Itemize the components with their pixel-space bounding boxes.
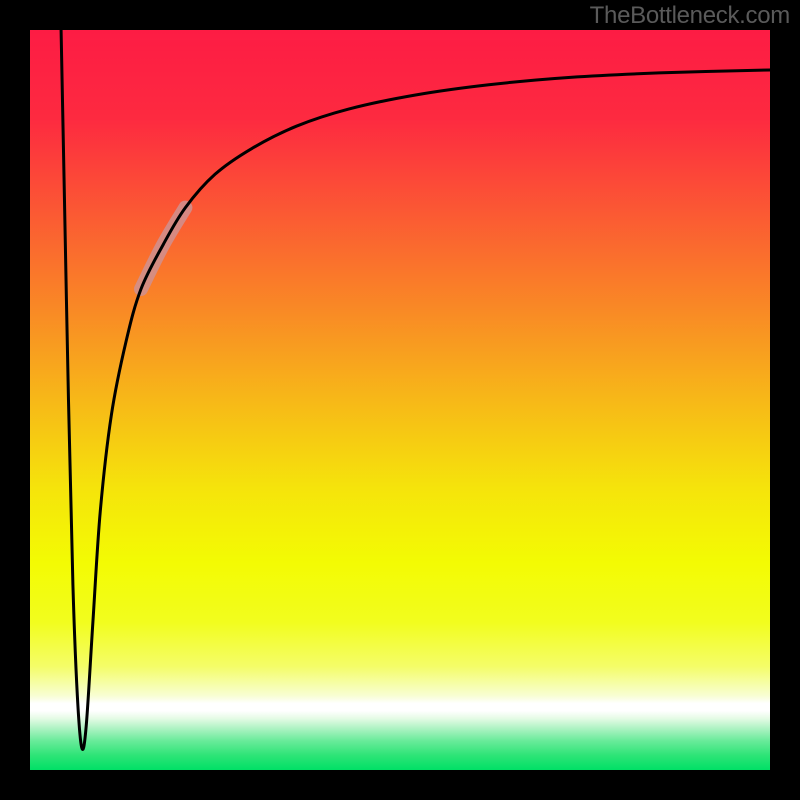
bottleneck-chart xyxy=(0,0,800,800)
chart-container: TheBottleneck.com xyxy=(0,0,800,800)
plot-background xyxy=(30,30,770,770)
watermark-label: TheBottleneck.com xyxy=(590,2,790,30)
